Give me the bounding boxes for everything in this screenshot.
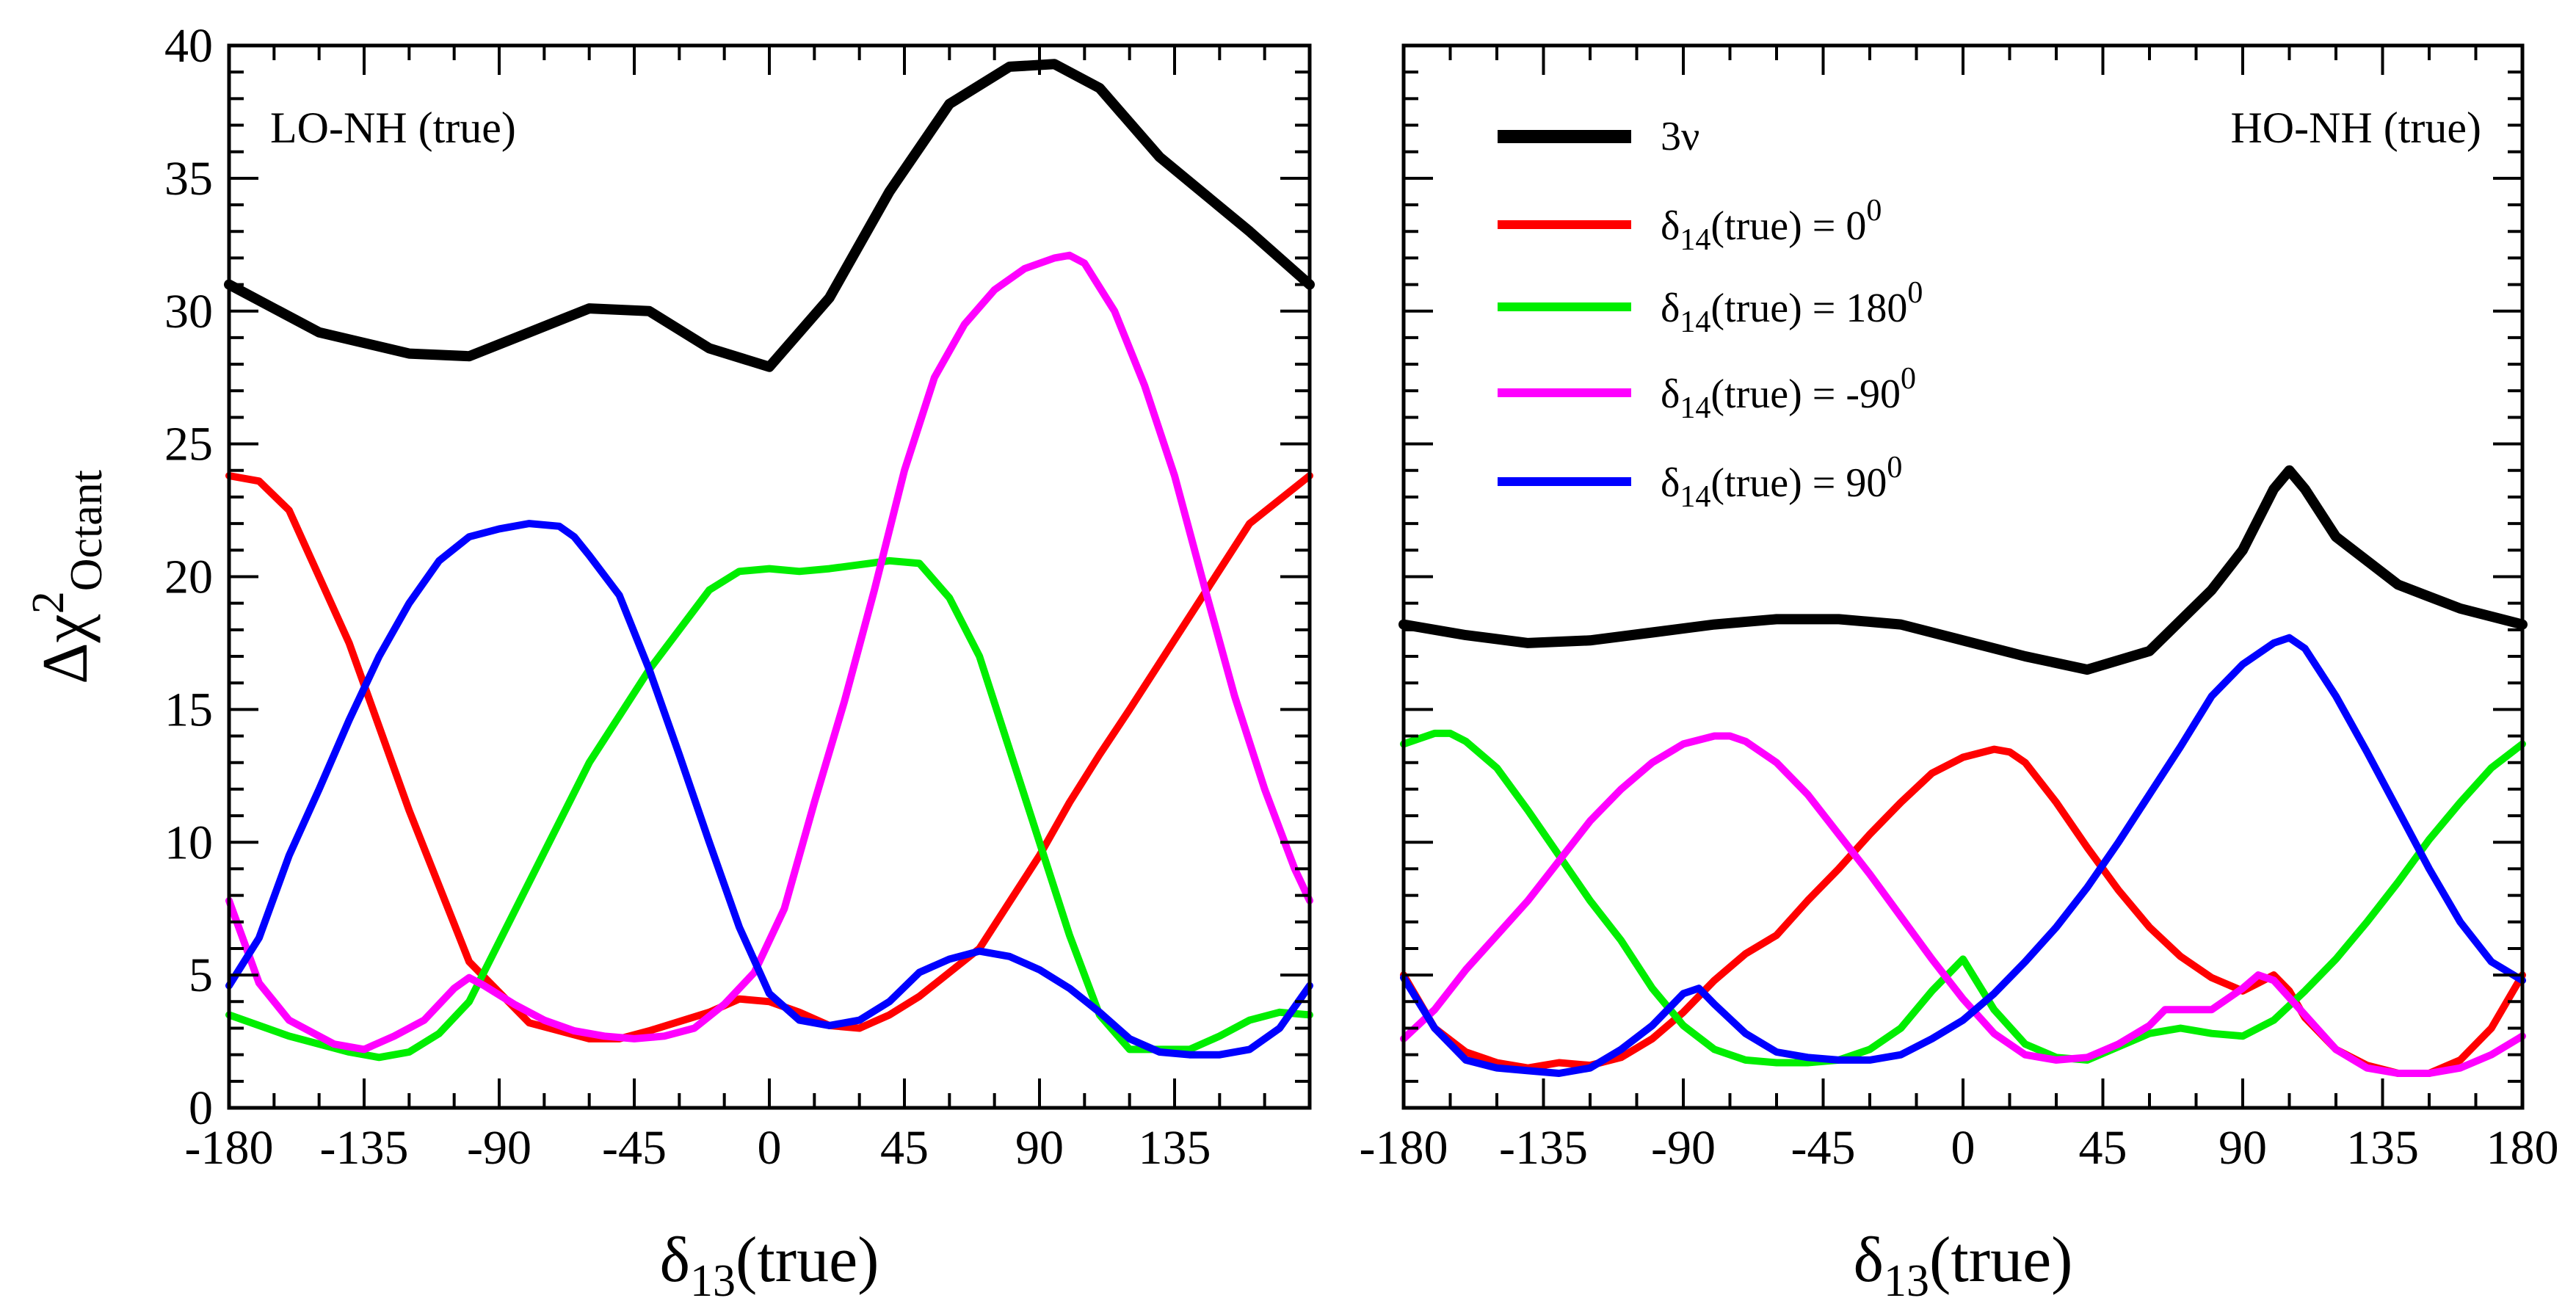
legend-label-delta14-m90-main: δ	[1661, 371, 1680, 417]
right-panel-label: HO-NH (true)	[2230, 104, 2481, 152]
left-x-tick-label: 45	[880, 1121, 929, 1175]
legend-label-delta14-180-sup: 0	[1907, 276, 1923, 310]
y-title-sub: Octant	[62, 470, 112, 591]
right-x-tick-label: 45	[2079, 1121, 2127, 1175]
legend-label-delta14-180-num: 180	[1846, 286, 1907, 331]
legend-label-delta14-90-sup: 0	[1887, 451, 1902, 485]
left-y-tick-label: 25	[164, 418, 213, 471]
left-x-tick-label: 0	[758, 1121, 782, 1175]
right-series-14-true-900	[1400, 634, 2526, 1077]
right-x-tick-label: 90	[2218, 1121, 2267, 1175]
left-series-3	[224, 59, 1315, 372]
left-series-14-true-900	[225, 520, 1313, 1059]
left-x-tick-label: -90	[467, 1121, 531, 1175]
y-axis-title: Δχ2Octant	[23, 470, 112, 684]
left-x-tick-label: -45	[602, 1121, 667, 1175]
right-panel-ticks	[1402, 44, 2524, 1109]
right-x-title-rest: (true)	[1929, 1225, 2072, 1296]
right-x-tick-label: -135	[1499, 1121, 1588, 1175]
right-panel: HO-NH (true) -180 -135 -90 -45 0 45 90 135 180 δ…	[1360, 43, 2559, 1306]
left-y-tick-label: 10	[164, 816, 213, 869]
left-panel-frame	[227, 43, 1312, 1110]
y-title-sup: 2	[23, 591, 73, 614]
legend-label-delta14-180-main: δ	[1661, 286, 1680, 331]
legend-label-delta14-m90-sub: 14	[1680, 391, 1710, 425]
legend-label-delta14-0-sub: 14	[1680, 223, 1710, 257]
right-x-tick-label: 135	[2346, 1121, 2419, 1175]
left-x-title-main: δ	[660, 1225, 690, 1296]
left-x-tick-label: 90	[1015, 1121, 1064, 1175]
legend-label-delta14-90-sub: 14	[1680, 480, 1710, 514]
left-y-tick-label: 30	[164, 285, 213, 338]
left-series-14-true-00	[225, 472, 1313, 1043]
left-x-axis-title: δ13(true)	[660, 1225, 879, 1306]
right-x-title-sub: 13	[1884, 1256, 1929, 1306]
left-y-tick-label: 5	[189, 949, 213, 1002]
left-panel-series	[224, 59, 1315, 1062]
right-x-tick-label: -180	[1360, 1121, 1448, 1175]
left-panel-label: LO-NH (true)	[270, 104, 516, 152]
right-panel-tick-labels: -180 -135 -90 -45 0 45 90 135 180	[1360, 1121, 2559, 1175]
y-title-main: Δχ	[30, 614, 101, 684]
left-x-tick-label: -135	[320, 1121, 409, 1175]
legend-label-delta14-m90: δ14(true) = -900	[1661, 362, 1916, 425]
legend-label-delta14-180: δ14(true) = 1800	[1661, 276, 1923, 339]
legend-label-delta14-90-main: δ	[1661, 460, 1680, 506]
legend-label-delta14-90-num: 90	[1846, 460, 1887, 506]
right-x-tick-label: -90	[1651, 1121, 1716, 1175]
legend-label-delta14-0-sup: 0	[1866, 194, 1882, 228]
left-y-tick-label: 40	[164, 19, 213, 73]
right-x-tick-label: 0	[1951, 1121, 1975, 1175]
left-x-title-rest: (true)	[736, 1225, 879, 1296]
left-y-tick-label: 15	[164, 683, 213, 736]
left-panel: LO-NH (true) -180 -135 -90 -45 0 45 90 135 0 5 10 1…	[23, 19, 1315, 1306]
legend-label-delta14-180-sub: 14	[1680, 305, 1710, 339]
left-x-title-sub: 13	[690, 1256, 736, 1306]
right-x-tick-label: 180	[2486, 1121, 2559, 1175]
legend-label-delta14-0-main: δ	[1661, 203, 1680, 249]
left-x-tick-label: 135	[1139, 1121, 1211, 1175]
right-series-3	[1398, 465, 2528, 675]
right-panel-series	[1398, 465, 2528, 1077]
right-panel-frame	[1401, 43, 2525, 1110]
legend-label-delta14-0-rest: (true) =	[1710, 203, 1846, 249]
legend-label-delta14-m90-num: -90	[1846, 371, 1901, 417]
left-x-tick-label: -180	[185, 1121, 274, 1175]
left-panel-tick-labels: -180 -135 -90 -45 0 45 90 135 0 5 10 15 20 25 30 35 40	[164, 19, 1211, 1175]
legend-label-delta14-0-num: 0	[1846, 203, 1866, 249]
left-y-tick-label: 20	[164, 551, 213, 604]
left-y-tick-label: 35	[164, 152, 213, 206]
right-series-14-true-900	[1400, 732, 2526, 1077]
right-x-title-main: δ	[1854, 1225, 1884, 1296]
left-y-tick-label: 0	[189, 1081, 213, 1135]
right-series-14-true-00	[1400, 745, 2526, 1077]
right-series-14-true-1800	[1400, 729, 2526, 1067]
legend: 3ν δ14(true) = 00 δ14(true) = 1800 δ14(t…	[1498, 114, 1923, 514]
right-x-axis-title: δ13(true)	[1854, 1225, 2073, 1306]
legend-label-delta14-90: δ14(true) = 900	[1661, 451, 1902, 514]
legend-label-3nu: 3ν	[1661, 114, 1699, 159]
legend-label-delta14-m90-sup: 0	[1901, 362, 1916, 396]
right-x-tick-label: -45	[1791, 1121, 1856, 1175]
left-series-14-true-900	[225, 251, 1313, 1054]
legend-label-delta14-90-rest: (true) =	[1710, 460, 1846, 506]
legend-label-delta14-m90-rest: (true) =	[1710, 371, 1846, 417]
legend-label-delta14-180-rest: (true) =	[1710, 286, 1846, 331]
legend-label-delta14-0: δ14(true) = 00	[1661, 194, 1882, 257]
